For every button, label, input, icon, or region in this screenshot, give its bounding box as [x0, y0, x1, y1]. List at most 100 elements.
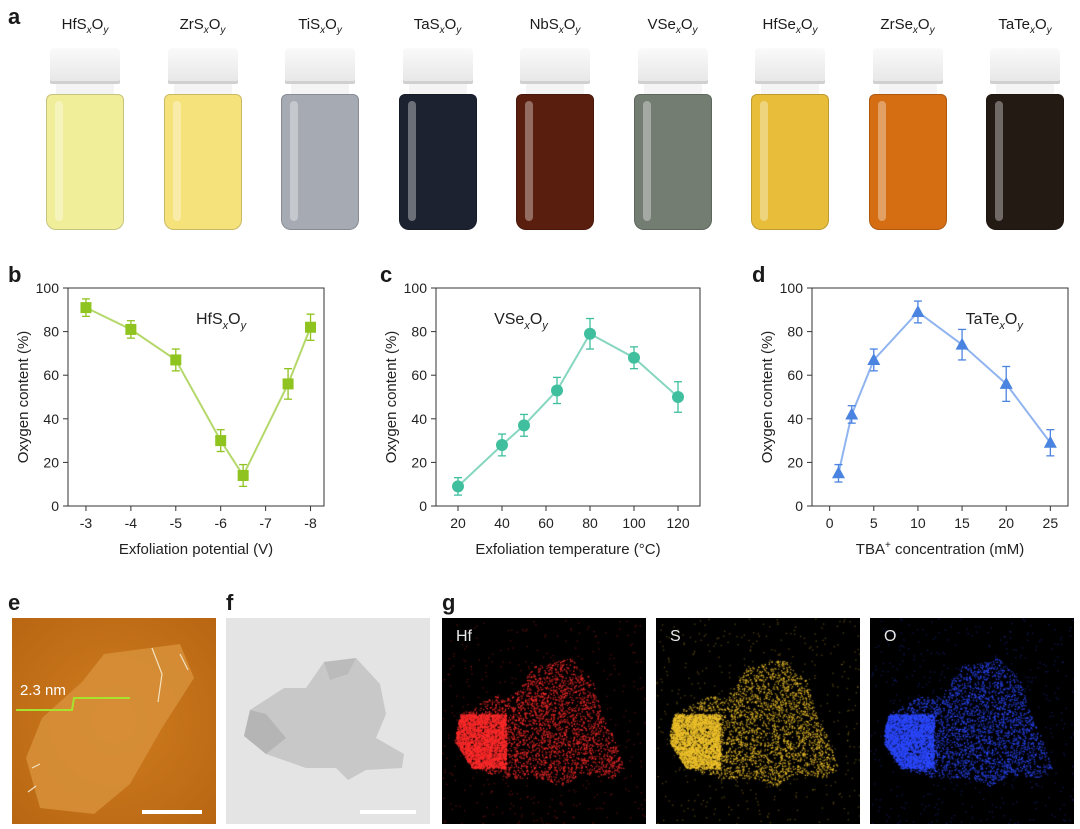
- vial-liquid: [163, 94, 242, 230]
- vial-label-1: ZrSxOy: [179, 16, 226, 36]
- x-tick-label: -4: [125, 515, 138, 531]
- data-point: [305, 321, 317, 333]
- vial-neck: [408, 84, 467, 96]
- height-profile-line: [16, 697, 130, 711]
- vial-reflection: [995, 101, 1003, 221]
- y-tick-label: 60: [787, 367, 803, 383]
- eds-map-hf: Hf: [442, 618, 646, 824]
- scale-bar: [142, 810, 202, 814]
- data-point: [237, 469, 249, 481]
- vial-cap: [990, 48, 1060, 84]
- eds-map-o-canvas: [870, 618, 1074, 824]
- x-tick-label: -7: [259, 515, 272, 531]
- x-tick-label: -3: [80, 515, 93, 531]
- vial-label-8: TaTexOy: [998, 16, 1052, 36]
- y-tick-label: 60: [43, 367, 59, 383]
- data-point: [955, 337, 969, 350]
- y-tick-label: 80: [411, 324, 427, 340]
- x-axis-label: Exfoliation potential (V): [119, 541, 273, 558]
- vial-reflection: [877, 101, 886, 221]
- vial-8: [986, 48, 1064, 230]
- y-axis-label: Oxygen content (%): [15, 331, 32, 464]
- x-tick-label: -5: [170, 515, 183, 531]
- plot-frame: [811, 287, 1069, 507]
- vial-cap: [755, 48, 825, 84]
- vial-label-5: VSexOy: [647, 16, 698, 36]
- vial-cap: [637, 48, 708, 84]
- data-point: [831, 466, 845, 479]
- vial-liquid: [516, 94, 594, 230]
- data-point: [496, 438, 508, 451]
- y-tick-label: 40: [43, 411, 59, 427]
- data-point: [845, 407, 859, 420]
- x-tick-label: 20: [998, 515, 1014, 531]
- y-tick-label: 100: [404, 280, 428, 296]
- vial-2: [281, 48, 359, 230]
- panel-letter-d: d: [752, 262, 766, 287]
- afm-image: 2.3 nm: [12, 618, 216, 824]
- y-tick-label: 80: [43, 324, 59, 340]
- eds-label-s: S: [670, 628, 681, 645]
- vial-label-4: NbSxOy: [529, 16, 581, 36]
- data-point: [215, 435, 227, 447]
- data-point: [170, 354, 182, 366]
- afm-flake: [12, 618, 216, 824]
- series-annotation: HfSxOy: [196, 311, 248, 332]
- eds-label-hf: Hf: [456, 628, 472, 645]
- eds-map-o: O: [870, 618, 1074, 824]
- y-axis-label: Oxygen content (%): [383, 331, 400, 464]
- x-tick-label: 0: [826, 515, 834, 531]
- vial-1: [163, 48, 242, 230]
- vial-0: [46, 48, 124, 230]
- y-tick-label: 0: [419, 498, 427, 514]
- panel-letter-b: b: [8, 262, 22, 287]
- vial-cap: [872, 48, 943, 84]
- data-point: [125, 323, 137, 335]
- y-tick-label: 20: [411, 454, 427, 470]
- vial-neck: [173, 84, 232, 96]
- x-tick-label: 100: [622, 515, 646, 531]
- vial-neck: [56, 84, 114, 96]
- series-line: [85, 306, 312, 478]
- plot-frame: [435, 287, 701, 507]
- vial-label-7: ZrSexOy: [880, 16, 935, 36]
- y-tick-label: 20: [787, 454, 803, 470]
- y-tick-label: 0: [795, 498, 803, 514]
- eds-label-o: O: [884, 628, 897, 645]
- panel-letter-f: f: [226, 590, 234, 615]
- vial-label-6: HfSexOy: [762, 16, 818, 36]
- vial-label-0: HfSxOy: [61, 16, 109, 36]
- vial-liquid: [868, 94, 947, 230]
- data-point: [999, 376, 1013, 389]
- y-tick-label: 40: [411, 411, 427, 427]
- data-point: [282, 378, 294, 390]
- panel-letter-c: c: [380, 262, 393, 287]
- y-tick-label: 20: [43, 454, 59, 470]
- vial-cap: [520, 48, 590, 84]
- vial-6: [751, 48, 829, 230]
- chart-oxygen-vs-temperature: 0 20 40 60 80 100 20 40 60 80 100 120 Oxygen content…: [383, 280, 701, 558]
- y-tick-label: 100: [780, 280, 804, 296]
- vial-label-3: TaSxOy: [413, 16, 462, 36]
- vial-4: [516, 48, 594, 230]
- series-annotation: VSexOy: [494, 311, 549, 332]
- vial-reflection: [642, 101, 651, 221]
- vial-reflection: [172, 101, 181, 221]
- vial-neck: [878, 84, 937, 96]
- data-point: [672, 391, 684, 403]
- vial-cap: [285, 48, 355, 84]
- vial-liquid: [633, 94, 712, 230]
- series-annotation: TaTexOy: [966, 311, 1025, 332]
- vial-cap: [167, 48, 238, 84]
- vial-label-2: TiSxOy: [298, 16, 342, 36]
- series-line: [457, 332, 679, 488]
- series-line: [837, 310, 1052, 474]
- chart-oxygen-vs-tba: 0 20 40 60 80 100 0 5 10 15 20 25 Oxygen content (%)…: [759, 280, 1069, 558]
- vial-neck: [291, 84, 349, 96]
- vial-reflection: [407, 101, 416, 221]
- x-tick-label: 25: [1043, 515, 1059, 531]
- panel-letter-a: a: [8, 4, 21, 29]
- y-tick-label: 0: [51, 498, 59, 514]
- data-point: [1043, 435, 1057, 448]
- vial-neck: [526, 84, 584, 96]
